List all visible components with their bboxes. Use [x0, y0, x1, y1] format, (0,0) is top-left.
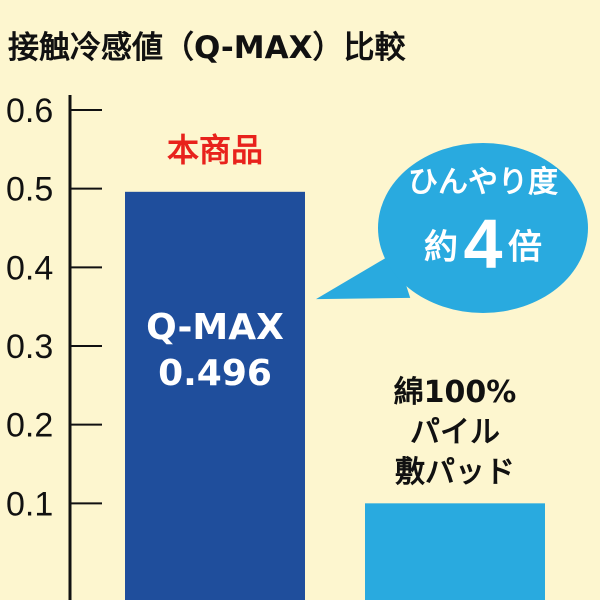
- y-axis: 0.1 0.2 0.3 0.4 0.5 0.6: [6, 92, 102, 600]
- bar-metric-text: Q-MAX: [146, 307, 284, 348]
- y-tick-label: 0.4: [6, 249, 53, 287]
- bubble-number: 4: [463, 205, 503, 283]
- bubble-prefix: 約: [423, 227, 458, 268]
- product-label: 本商品: [166, 131, 263, 169]
- comparison-line-3: 敷パッド: [395, 455, 515, 490]
- y-tick-label: 0.6: [6, 92, 53, 130]
- bubble-suffix: 倍: [508, 227, 543, 268]
- y-tick-label: 0.2: [6, 407, 53, 445]
- bubble-heading: ひんやり度: [408, 165, 558, 200]
- y-tick-label: 0.5: [6, 171, 53, 209]
- bar-1: [125, 191, 305, 600]
- comparison-label: 綿100% パイル 敷パッド: [355, 373, 555, 493]
- callout-bubble: ひんやり度 約 4 倍: [378, 143, 588, 313]
- y-tick-label: 0.3: [6, 328, 53, 366]
- chart-title: 接触冷感値（Q-MAX）比較: [8, 30, 406, 66]
- bar-value-label: Q-MAX 0.496: [125, 305, 305, 397]
- bubble-ratio: 約 4 倍: [378, 209, 588, 279]
- comparison-line-2: パイル: [410, 415, 500, 450]
- bar-2: [365, 503, 545, 600]
- bars: [125, 191, 545, 600]
- bar-value-text: 0.496: [158, 353, 272, 394]
- comparison-line-1: 綿100%: [393, 375, 517, 410]
- y-tick-label: 0.1: [6, 485, 53, 523]
